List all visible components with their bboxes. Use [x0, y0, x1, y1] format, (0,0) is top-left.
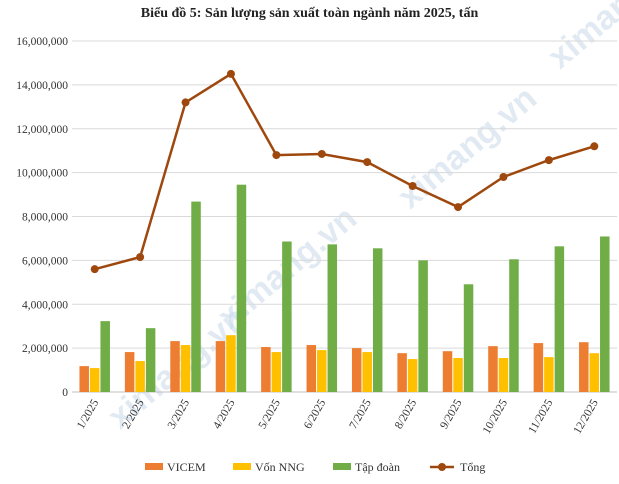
- point-tong: [272, 151, 281, 160]
- bar-vicem: [533, 343, 544, 392]
- x-tick-label: 7/2025: [347, 397, 373, 431]
- x-tick-label: 6/2025: [302, 397, 328, 431]
- bar-vốn-nng: [89, 368, 100, 392]
- y-tick-label: 6,000,000: [22, 255, 68, 267]
- bar-vicem: [397, 353, 407, 392]
- bar-tập-đoàn: [100, 321, 110, 392]
- bar-tập-đoàn: [418, 260, 428, 392]
- legend-swatch: [233, 463, 251, 470]
- watermark: ximang.vn: [541, 0, 619, 76]
- bar-vicem: [124, 352, 135, 392]
- bar-vicem: [488, 346, 498, 392]
- x-tick-label: 12/2025: [572, 397, 601, 436]
- point-tong: [408, 182, 417, 191]
- y-tick-label: 12,000,000: [16, 124, 68, 136]
- point-tong: [136, 253, 145, 262]
- bar-vốn-nng: [589, 353, 600, 392]
- x-tick-label: 5/2025: [257, 397, 283, 431]
- bar-vốn-nng: [271, 352, 282, 392]
- point-tong: [590, 142, 599, 151]
- bar-vốn-nng: [362, 352, 372, 392]
- bar-tập-đoàn: [145, 328, 156, 392]
- line-tong: [94, 72, 595, 271]
- point-tong: [454, 203, 463, 212]
- legend-swatch: [333, 463, 351, 470]
- chart-title: Biểu đồ 5: Sản lượng sản xuất toàn ngành…: [140, 6, 479, 21]
- y-tick-label: 0: [62, 387, 68, 399]
- bar-vicem: [579, 342, 589, 392]
- bar-vicem: [261, 347, 271, 392]
- bar-vốn-nng: [407, 359, 418, 392]
- bar-vốn-nng: [135, 361, 145, 392]
- bar-vốn-nng: [317, 350, 327, 392]
- bar-tập-đoàn: [600, 236, 610, 392]
- legend-label: Tổng: [460, 460, 485, 474]
- y-tick-label: 16,000,000: [16, 36, 68, 48]
- legend-label: Tập đoàn: [355, 460, 400, 474]
- point-tong: [317, 149, 326, 158]
- bar-tập-đoàn: [554, 246, 565, 392]
- bar-tập-đoàn: [236, 184, 247, 392]
- y-tick-label: 8,000,000: [22, 212, 68, 224]
- point-tong: [90, 265, 99, 274]
- y-tick-label: 10,000,000: [16, 168, 68, 180]
- point-tong: [544, 156, 553, 165]
- bar-vốn-nng: [226, 335, 236, 392]
- x-tick-label: 11/2025: [526, 397, 555, 435]
- x-tick-label: 4/2025: [211, 397, 237, 431]
- point-tong: [363, 158, 372, 167]
- bar-vicem: [170, 341, 180, 392]
- bar-vicem: [79, 366, 89, 392]
- y-tick-label: 2,000,000: [22, 343, 68, 355]
- point-tong: [499, 173, 508, 182]
- bar-vicem: [351, 348, 362, 392]
- point-tong: [226, 69, 235, 78]
- x-tick-label: 9/2025: [438, 397, 464, 431]
- bar-tập-đoàn: [509, 259, 519, 392]
- bar-tập-đoàn: [372, 248, 383, 392]
- legend-label: Vốn NNG: [255, 460, 305, 474]
- x-tick-label: 10/2025: [481, 397, 510, 436]
- bar-tập-đoàn: [191, 201, 201, 392]
- legend-label: VICEM: [167, 460, 206, 474]
- bar-vicem: [442, 351, 453, 392]
- x-tick-label: 8/2025: [393, 397, 419, 431]
- bar-tập-đoàn: [282, 241, 292, 392]
- bar-vicem: [306, 345, 317, 392]
- x-tick-label: 1/2025: [75, 397, 101, 431]
- bar-tập-đoàn: [327, 244, 338, 392]
- bar-vốn-nng: [544, 357, 554, 392]
- bar-vốn-nng: [180, 345, 191, 392]
- legend-marker: [438, 463, 446, 471]
- bar-tập-đoàn: [463, 284, 474, 392]
- y-tick-label: 4,000,000: [22, 299, 68, 311]
- bar-vốn-nng: [498, 357, 509, 392]
- y-tick-label: 14,000,000: [16, 80, 68, 92]
- point-tong: [181, 98, 190, 107]
- legend-swatch: [145, 463, 163, 470]
- bar-vốn-nng: [453, 357, 463, 392]
- bar-vicem: [215, 341, 226, 392]
- x-tick-label: 3/2025: [166, 397, 192, 431]
- watermark: ximang.vn: [391, 79, 544, 216]
